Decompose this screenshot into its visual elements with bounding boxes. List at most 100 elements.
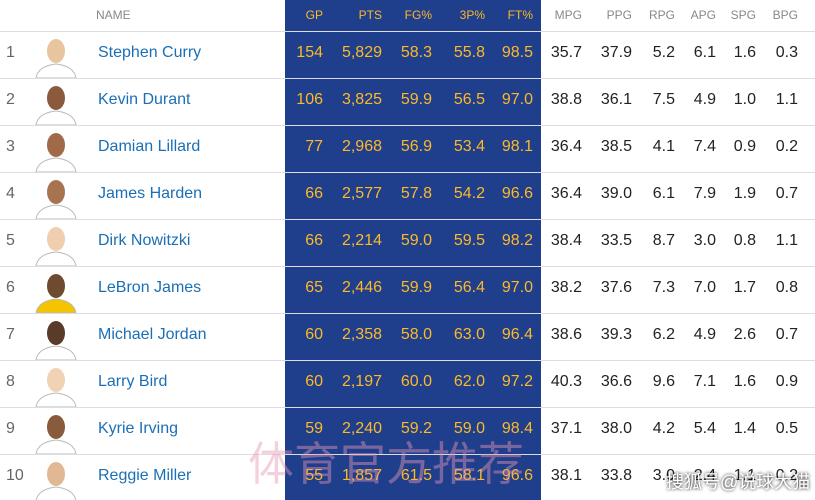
stat-cell: 98.2: [501, 232, 533, 249]
column-header: PTS: [358, 8, 382, 22]
stat-cell: 4.9: [693, 91, 716, 108]
avatar-svg: [35, 415, 77, 455]
stat-cell: 6.2: [652, 326, 675, 343]
stat-cell: 59.9: [400, 279, 432, 296]
stat-cell: 1.9: [733, 185, 756, 202]
player-name: Stephen Curry: [98, 44, 202, 61]
row-divider: [0, 266, 815, 267]
stat-cell: 37.6: [600, 279, 632, 296]
stat-cell: 2.4: [693, 467, 716, 484]
avatar-svg: [35, 227, 77, 267]
stat-cell: 4.2: [652, 420, 675, 437]
avatar: [30, 457, 82, 500]
stat-cell: 58.0: [400, 326, 432, 343]
stat-cell: 5.2: [652, 44, 675, 61]
stat-cell: 2.6: [733, 326, 756, 343]
stat-cell: 2,446: [341, 279, 382, 296]
stat-cell: 59.0: [400, 232, 432, 249]
stat-cell: 1.0: [733, 91, 756, 108]
stat-cell: 59.5: [453, 232, 485, 249]
stat-cell: 98.5: [501, 44, 533, 61]
stat-cell: 5,829: [341, 44, 382, 61]
stat-cell: 66: [305, 185, 323, 202]
stat-cell: 0.2: [775, 467, 798, 484]
stat-cell: 97.0: [501, 279, 533, 296]
stat-cell: 0.8: [733, 232, 756, 249]
stat-cell: 1.1: [733, 467, 756, 484]
stat-cell: 54.2: [453, 185, 485, 202]
stat-cell: 33.5: [600, 232, 632, 249]
column-header: SPG: [730, 8, 756, 22]
stat-cell: 6.1: [693, 44, 716, 61]
rank: 3: [6, 138, 15, 155]
stat-cell: 154: [296, 44, 323, 61]
row-divider: [0, 172, 815, 173]
column-header: RPG: [648, 8, 675, 22]
player-name: James Harden: [98, 185, 203, 202]
row-divider: [0, 454, 815, 455]
stat-cell: 3,825: [341, 91, 382, 108]
row-divider: [0, 407, 815, 408]
stat-cell: 39.3: [600, 326, 632, 343]
stat-cell: 2,968: [341, 138, 382, 155]
stat-cell: 38.2: [550, 279, 582, 296]
stat-cell: 38.8: [550, 91, 582, 108]
rank: 9: [6, 420, 15, 437]
stat-cell: 60: [305, 326, 323, 343]
avatar: [30, 34, 82, 79]
avatar: [30, 410, 82, 455]
stat-cell: 96.4: [501, 326, 533, 343]
avatar: [30, 81, 82, 126]
stat-cell: 55: [305, 467, 323, 484]
stat-cell: 56.5: [453, 91, 485, 108]
stat-cell: 36.4: [550, 185, 582, 202]
stat-cell: 2,197: [341, 373, 382, 390]
stat-cell: 97.0: [501, 91, 533, 108]
stat-cell: 65: [305, 279, 323, 296]
stat-cell: 1.4: [733, 420, 756, 437]
stat-cell: 60.0: [400, 373, 432, 390]
stat-cell: 4.1: [652, 138, 675, 155]
player-name: Michael Jordan: [98, 326, 207, 343]
stat-cell: 1.7: [733, 279, 756, 296]
avatar-svg: [35, 321, 77, 361]
rank: 7: [6, 326, 15, 343]
stat-cell: 38.5: [600, 138, 632, 155]
avatar-svg: [35, 462, 77, 500]
row-divider: [0, 219, 815, 220]
stat-cell: 59: [305, 420, 323, 437]
stat-cell: 7.5: [652, 91, 675, 108]
stat-cell: 59.9: [400, 91, 432, 108]
stat-cell: 63.0: [453, 326, 485, 343]
stat-cell: 0.8: [775, 279, 798, 296]
player-name: Kevin Durant: [98, 91, 191, 108]
stat-cell: 55.8: [453, 44, 485, 61]
player-name: Dirk Nowitzki: [98, 232, 191, 249]
stat-cell: 7.1: [693, 373, 716, 390]
rank: 1: [6, 44, 15, 61]
avatar-svg: [35, 39, 77, 79]
stat-cell: 0.7: [775, 185, 798, 202]
stat-cell: 6.1: [652, 185, 675, 202]
avatar: [30, 363, 82, 408]
stat-cell: 3.0: [693, 232, 716, 249]
row-divider: [0, 78, 815, 79]
stat-cell: 2,577: [341, 185, 382, 202]
stat-cell: 38.1: [550, 467, 582, 484]
rank: 5: [6, 232, 15, 249]
stat-cell: 0.2: [775, 138, 798, 155]
avatar-svg: [35, 133, 77, 173]
stat-cell: 2,358: [341, 326, 382, 343]
stat-cell: 0.9: [775, 373, 798, 390]
column-header: FG%: [404, 8, 432, 22]
avatar-svg: [35, 274, 77, 314]
stat-cell: 38.4: [550, 232, 582, 249]
stat-cell: 36.1: [600, 91, 632, 108]
rank: 6: [6, 279, 15, 296]
avatar: [30, 175, 82, 220]
stat-cell: 0.3: [775, 44, 798, 61]
stat-cell: 59.0: [453, 420, 485, 437]
stat-cell: 3.0: [652, 467, 675, 484]
column-header: APG: [690, 8, 716, 22]
avatar-svg: [35, 180, 77, 220]
